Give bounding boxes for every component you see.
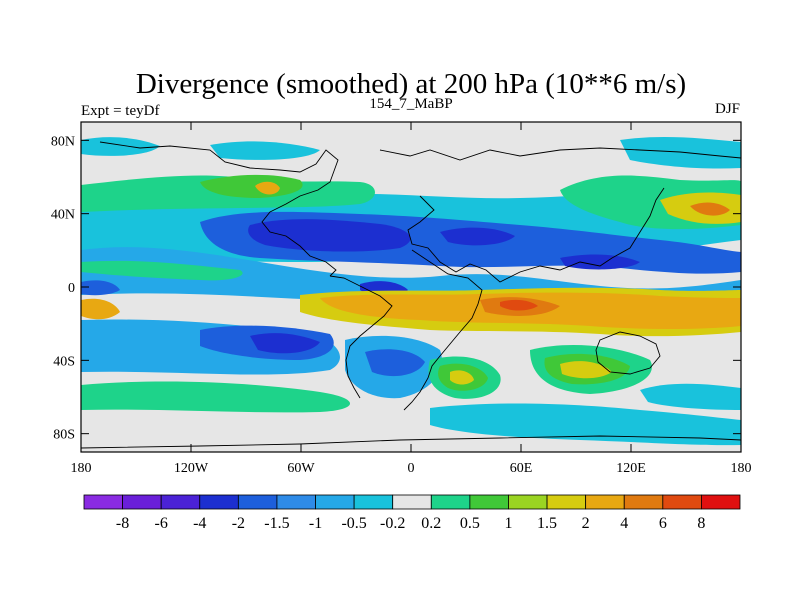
contour-spot-orange-40n [255,181,280,195]
colorbar-label: -4 [193,515,206,532]
colorbar-label: -6 [155,515,168,532]
colorbar-swatch [160,494,201,510]
contour-spot-darkblue-asia [440,227,515,246]
coastline-antarctica [81,435,741,449]
colorbar-swatch [585,494,625,510]
colorbar-label: -1 [309,515,322,532]
lat-tick-label: 0 [68,281,75,296]
contour-spot-yellow-safrica [450,370,474,385]
run-label: 154_7_MaBP [369,96,452,112]
lon-tick-label: 60W [287,461,315,476]
contour-band-green-farsouth [81,381,350,413]
colorbar-label: 4 [620,515,628,532]
lat-tick-label: 80S [53,428,75,443]
contour-spot-yellow-sindian [560,361,612,379]
colorbar-swatch [237,494,278,510]
longitude-axis: 180 120W 60W 0 60E 120E 180 [71,122,752,476]
lat-tick-label: 40S [53,354,75,369]
contour-spot-orange-ne [690,202,730,216]
contour-fill-layers [81,136,741,446]
colorbar-swatch [315,494,355,510]
colorbar-label: 0.5 [460,515,480,532]
colorbar-label: -0.2 [380,515,405,532]
colorbar-swatch [701,494,741,510]
coastline-layer [81,141,741,449]
figure-title: Divergence (smoothed) at 200 hPa (10**6 … [136,68,686,100]
contour-band-cyan-sw [640,383,741,410]
coastline-australia [595,331,661,375]
colorbar-label: -1.5 [264,515,289,532]
colorbar-swatch [546,494,587,510]
colorbar-label: -0.5 [341,515,366,532]
coastline-africa [403,249,483,411]
contour-band-cyan-pacific-north [620,136,741,169]
colorbar-label: 1.5 [537,515,557,532]
contour-spot-darkblue-pacific [560,254,640,270]
coastline-south-america [329,275,393,399]
lon-tick-label: 120E [616,461,646,476]
experiment-label: Expt = teyDf [81,103,159,119]
coastline-north-america [99,141,339,277]
colorbar-label: 2 [582,515,590,532]
contour-spot-blue-satl [365,349,425,377]
contour-band-cyan-europe [210,141,320,160]
lon-tick-label: 180 [71,461,92,476]
colorbar-swatch [83,494,123,510]
colorbar-label: 0.2 [421,515,441,532]
colorbar-label: -2 [232,515,245,532]
contour-spot-red-tropics [500,299,538,311]
coastline-eurasia [379,147,741,283]
lon-tick-label: 120W [174,461,209,476]
colorbar-swatch [199,494,239,510]
colorbar-label: 1 [504,515,512,532]
lat-tick-label: 40N [51,208,75,223]
map-plot-area [81,122,741,452]
season-label: DJF [715,101,740,117]
colorbar: -8 -6 -4 -2 -1.5 -1 -0.5 -0.2 0.2 0.5 1 1.5 2 4 6 8 [83,494,741,532]
latitude-axis: 80N 40N 0 40S 80S [51,134,741,443]
contour-band-cyan-farsouth [430,403,741,446]
lon-tick-label: 60E [510,461,533,476]
lon-tick-label: 180 [731,461,752,476]
contour-band-darkblue-north [248,219,411,252]
colorbar-label: 6 [659,515,667,532]
lon-tick-label: 0 [408,461,415,476]
lat-tick-label: 80N [51,134,75,149]
colorbar-swatch [469,494,509,510]
contour-spot-orange-westpac [81,298,120,320]
colorbar-swatch [353,494,394,510]
colorbar-swatch [430,494,471,510]
colorbar-label: 8 [697,515,705,532]
colorbar-swatch [662,494,702,510]
contour-spot-blue-eq [81,280,120,296]
contour-band-lightblue-eq [81,247,741,300]
colorbar-swatch [392,494,432,510]
colorbar-swatch [276,494,316,510]
colorbar-swatch [508,494,548,510]
colorbar-label: -8 [116,515,129,532]
contour-band-green-eq [81,260,243,281]
colorbar-swatch [623,494,664,510]
contour-spot-darkblue-south [250,333,320,354]
colorbar-swatch [122,494,162,510]
